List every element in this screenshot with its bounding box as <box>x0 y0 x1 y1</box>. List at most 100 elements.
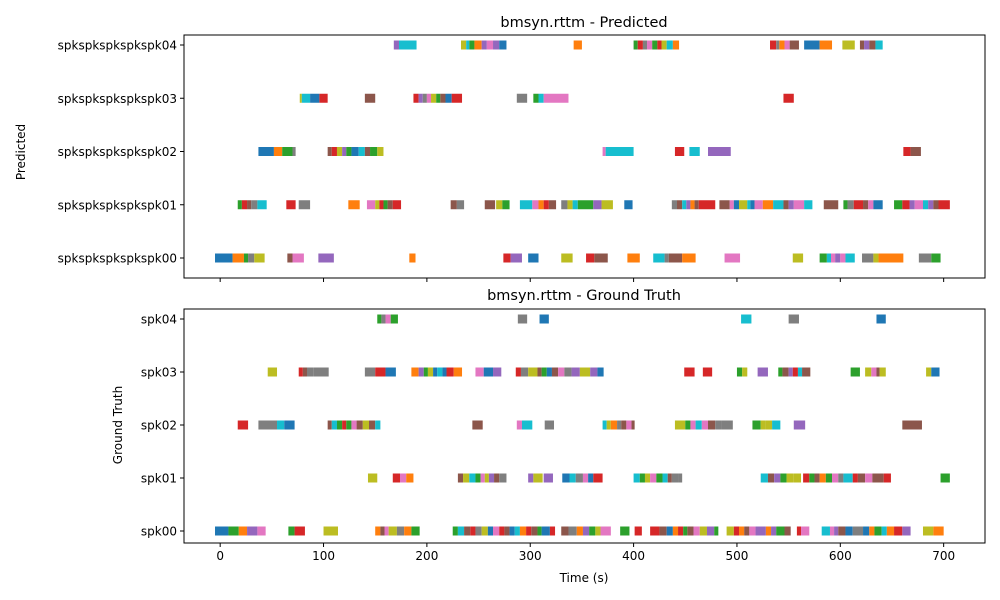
ytick-label: spkspkspkspkspk00 <box>58 252 177 266</box>
segment-spk02-30 <box>708 420 716 430</box>
segment-spkspkspkspkspk03-3 <box>319 93 328 103</box>
segment-spk01-33 <box>774 473 781 483</box>
segment-spk00-75 <box>886 526 895 536</box>
segment-spkspkspkspkspk04-30 <box>869 40 876 50</box>
segment-spkspkspkspkspk01-24 <box>561 200 568 210</box>
segment-spkspkspkspkspk01-21 <box>538 200 544 210</box>
segment-spk03-16 <box>453 367 463 377</box>
segment-spkspkspkspkspk01-25 <box>567 200 573 210</box>
segment-spk01-42 <box>832 473 839 483</box>
segment-spk02-23 <box>626 420 632 430</box>
segment-spk00-55 <box>739 526 745 536</box>
segment-spkspkspkspkspk04-19 <box>672 40 680 50</box>
segment-spk02-21 <box>617 420 622 430</box>
segment-spkspkspkspkspk01-48 <box>788 200 794 210</box>
segment-spk01-38 <box>809 473 815 483</box>
segment-spkspkspkspkspk02-10 <box>358 147 365 156</box>
segment-spk00-61 <box>776 526 785 536</box>
segment-spkspkspkspkspk00-28 <box>862 253 874 263</box>
ground-truth-panel: bmsyn.rttm - Ground Truth Ground Truth s… <box>111 288 986 585</box>
segment-spk03-18 <box>483 367 494 377</box>
segment-spkspkspkspkspk01-11 <box>383 200 388 210</box>
segment-spkspkspkspkspk04-20 <box>770 40 777 50</box>
segment-spkspkspkspkspk01-60 <box>909 200 915 210</box>
segment-spk01-24 <box>644 473 651 483</box>
segment-spk03-21 <box>520 367 529 377</box>
segment-spk00-6 <box>294 526 305 536</box>
segment-spk03-22 <box>528 367 538 377</box>
segment-spkspkspkspkspk03-7 <box>422 93 427 103</box>
segment-spkspkspkspkspk01-23 <box>548 200 557 210</box>
segment-spk04-8 <box>876 314 886 324</box>
segment-spkspkspkspkspk01-1 <box>241 200 248 210</box>
segment-spkspkspkspkspk04-5 <box>474 40 482 50</box>
segment-spk03-13 <box>437 367 443 377</box>
xtick-label: 200 <box>415 549 438 563</box>
segment-spkspkspkspkspk01-64 <box>933 200 939 210</box>
ytick-label: spk03 <box>141 366 177 380</box>
segment-spk01-27 <box>662 473 668 483</box>
segment-spk03-42 <box>797 367 803 377</box>
segment-spk01-22 <box>633 473 640 483</box>
segment-spk02-12 <box>369 420 376 430</box>
segment-spk01-21 <box>593 473 603 483</box>
segment-spkspkspkspkspk04-22 <box>779 40 785 50</box>
segment-spkspkspkspkspk01-18 <box>502 200 510 210</box>
ytick-label: spk04 <box>141 313 177 327</box>
segment-spk02-34 <box>760 420 766 430</box>
segment-spkspkspkspkspk00-0 <box>215 253 233 263</box>
segment-spkspkspkspkspk00-5 <box>287 253 293 263</box>
segment-spkspkspkspkspk03-2 <box>310 93 320 103</box>
segment-spk03-24 <box>541 367 547 377</box>
xtick-label: 700 <box>932 549 955 563</box>
segment-spk01-7 <box>475 473 481 483</box>
segment-spkspkspkspkspk04-0 <box>393 40 399 50</box>
segment-spk02-4 <box>327 420 332 430</box>
segment-spkspkspkspkspk01-47 <box>783 200 789 210</box>
segment-spk01-0 <box>367 473 378 483</box>
segment-spk01-17 <box>569 473 576 483</box>
ytick-label: spk02 <box>141 419 177 433</box>
segment-spkspkspkspkspk00-13 <box>586 253 595 263</box>
segment-spk02-0 <box>237 420 249 430</box>
segment-spk02-9 <box>351 420 357 430</box>
segment-spk00-65 <box>821 526 830 536</box>
segment-spkspkspkspkspk04-16 <box>657 40 662 50</box>
segment-spk01-39 <box>814 473 820 483</box>
segment-spk00-9 <box>380 526 385 536</box>
segment-spk04-4 <box>517 314 528 324</box>
segment-spk01-13 <box>528 473 534 483</box>
segment-spkspkspkspkspk00-21 <box>792 253 804 263</box>
segment-spk00-27 <box>519 526 527 536</box>
segment-spk00-30 <box>537 526 542 536</box>
segment-spkspkspkspkspk02-9 <box>351 147 359 156</box>
segment-spk00-31 <box>541 526 550 536</box>
segment-spk00-24 <box>504 526 510 536</box>
segment-spkspkspkspkspk01-27 <box>577 200 594 210</box>
segment-spkspkspkspkspk00-23 <box>826 253 831 263</box>
segment-spk03-27 <box>558 367 565 377</box>
segment-spk01-50 <box>940 473 950 483</box>
segment-spk00-47 <box>683 526 688 536</box>
segment-spk00-0 <box>215 526 229 536</box>
segment-spkspkspkspkspk02-14 <box>602 147 606 156</box>
xtick-label: 500 <box>725 549 748 563</box>
segment-spkspkspkspkspk04-9 <box>499 40 507 50</box>
segment-spk00-43 <box>659 526 667 536</box>
segment-spk01-44 <box>843 473 853 483</box>
segment-spkspkspkspkspk01-65 <box>938 200 950 210</box>
segment-spk01-41 <box>825 473 833 483</box>
segment-spk03-17 <box>475 367 484 377</box>
segment-spk00-76 <box>894 526 903 536</box>
segment-spkspkspkspkspk01-59 <box>902 200 910 210</box>
segment-spk00-58 <box>755 526 766 536</box>
segment-spkspkspkspkspk03-13 <box>451 93 463 103</box>
segment-spk01-25 <box>650 473 657 483</box>
segment-spkspkspkspkspk04-15 <box>652 40 658 50</box>
segment-spkspkspkspkspk04-11 <box>633 40 638 50</box>
segment-spk00-56 <box>744 526 750 536</box>
segment-spkspkspkspkspk03-17 <box>543 93 569 103</box>
segment-spk02-24 <box>631 420 635 430</box>
segment-spkspkspkspkspk00-6 <box>292 253 304 263</box>
segment-spk00-42 <box>650 526 660 536</box>
